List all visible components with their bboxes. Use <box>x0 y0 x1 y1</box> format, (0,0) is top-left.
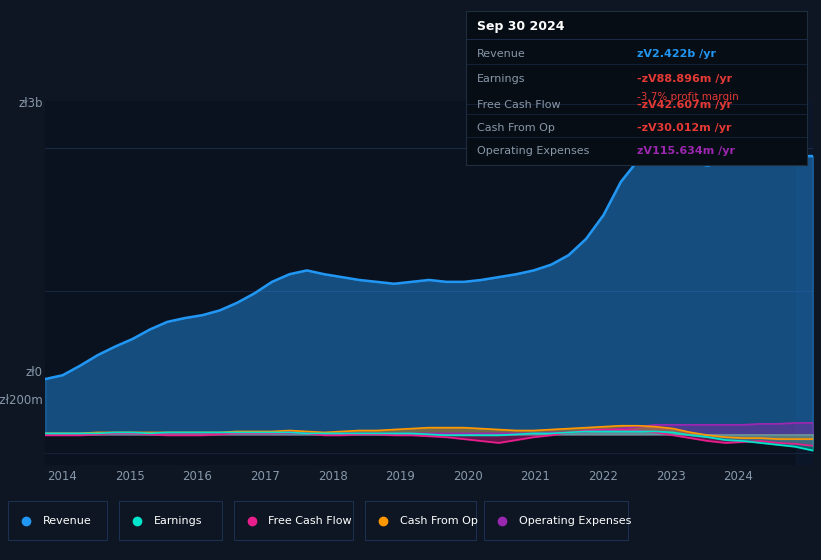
Text: Revenue: Revenue <box>476 49 525 59</box>
Text: Earnings: Earnings <box>476 74 525 84</box>
Text: zᐯ2.422b /yr: zᐯ2.422b /yr <box>637 49 716 59</box>
Text: zᐯ115.634m /yr: zᐯ115.634m /yr <box>637 146 735 156</box>
Text: Cash From Op: Cash From Op <box>400 516 478 526</box>
Text: -zᐯ30.012m /yr: -zᐯ30.012m /yr <box>637 123 732 133</box>
Text: -3.7% profit margin: -3.7% profit margin <box>637 92 738 102</box>
Text: Free Cash Flow: Free Cash Flow <box>268 516 352 526</box>
Text: Operating Expenses: Operating Expenses <box>519 516 631 526</box>
Text: zł0: zł0 <box>25 366 43 379</box>
Text: -zᐯ42.607m /yr: -zᐯ42.607m /yr <box>637 100 732 110</box>
Text: -zᐯ88.896m /yr: -zᐯ88.896m /yr <box>637 74 732 84</box>
Text: Sep 30 2024: Sep 30 2024 <box>476 21 564 34</box>
Text: Revenue: Revenue <box>43 516 91 526</box>
Text: Cash From Op: Cash From Op <box>476 123 554 133</box>
Text: -zł200m: -zł200m <box>0 394 43 407</box>
Text: zł3b: zł3b <box>18 97 43 110</box>
Text: Free Cash Flow: Free Cash Flow <box>476 100 560 110</box>
Text: Operating Expenses: Operating Expenses <box>476 146 589 156</box>
Bar <box>796 101 813 465</box>
Text: Earnings: Earnings <box>154 516 202 526</box>
